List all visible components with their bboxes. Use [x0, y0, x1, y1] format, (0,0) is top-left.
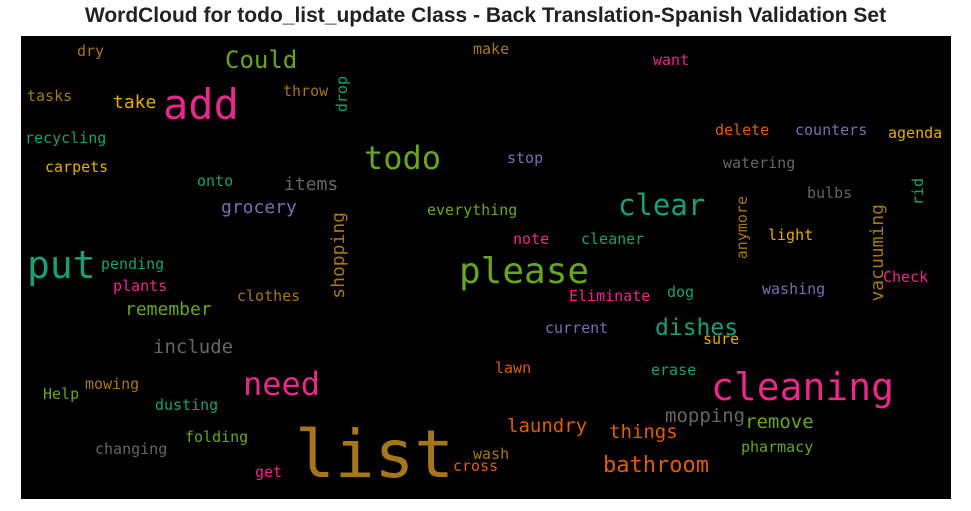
word-dry: dry	[77, 42, 105, 60]
word-recycling: recycling	[25, 129, 107, 147]
word-dusting: dusting	[155, 396, 219, 414]
word-remove: remove	[745, 411, 814, 433]
word-agenda: agenda	[888, 124, 943, 142]
word-could: Could	[225, 46, 298, 74]
word-everything: everything	[427, 201, 518, 219]
word-clear: clear	[618, 188, 706, 222]
word-lawn: lawn	[495, 359, 532, 377]
word-bulbs: bulbs	[807, 184, 853, 202]
word-plants: plants	[113, 277, 168, 295]
word-sure: sure	[703, 330, 740, 348]
word-stop: stop	[507, 149, 544, 167]
word-dog: dog	[667, 283, 695, 301]
word-current: current	[545, 319, 609, 337]
word-bathroom: bathroom	[603, 453, 709, 478]
word-list: list	[295, 416, 454, 493]
word-cleaning: cleaning	[711, 365, 895, 409]
word-vacuuming: vacuuming	[867, 204, 888, 302]
word-eliminate: Eliminate	[569, 287, 651, 305]
word-grocery: grocery	[221, 197, 297, 218]
word-items: items	[284, 174, 339, 195]
word-pending: pending	[101, 255, 165, 273]
word-shopping: shopping	[328, 212, 349, 299]
word-drop: drop	[333, 76, 351, 113]
word-make: make	[473, 40, 510, 58]
word-need: need	[243, 365, 321, 403]
word-watering: watering	[723, 154, 796, 172]
word-changing: changing	[95, 440, 168, 458]
word-cleaner: cleaner	[581, 230, 645, 248]
word-delete: delete	[715, 121, 770, 139]
word-erase: erase	[651, 361, 697, 379]
word-pharmacy: pharmacy	[741, 438, 814, 456]
word-counters: counters	[795, 121, 868, 139]
word-check: Check	[883, 268, 929, 286]
word-throw: throw	[283, 82, 329, 100]
word-include: include	[153, 336, 234, 358]
word-clothes: clothes	[237, 287, 301, 305]
word-onto: onto	[197, 172, 234, 190]
word-put: put	[27, 243, 96, 287]
word-light: light	[768, 226, 814, 244]
word-remember: remember	[125, 299, 212, 320]
word-wash: wash	[473, 445, 510, 463]
word-please: please	[459, 251, 590, 292]
word-dishes: dishes	[655, 315, 739, 341]
wordcloud-canvas: list cleaning please put add todo need clear bat…	[21, 36, 951, 499]
word-take: take	[113, 92, 157, 113]
word-folding: folding	[185, 428, 249, 446]
word-carpets: carpets	[45, 158, 109, 176]
word-rid: rid	[909, 178, 927, 206]
word-help: Help	[43, 385, 80, 403]
word-mopping: mopping	[665, 405, 746, 427]
word-tasks: tasks	[27, 87, 73, 105]
word-laundry: laundry	[507, 415, 588, 437]
word-cross: cross	[453, 457, 499, 475]
chart-title: WordCloud for todo_list_update Class - B…	[84, 4, 887, 27]
word-note: note	[513, 230, 550, 248]
word-anymore: anymore	[733, 196, 751, 260]
word-todo: todo	[364, 139, 442, 177]
word-washing: washing	[762, 280, 826, 298]
word-add: add	[163, 80, 239, 129]
word-want: want	[653, 51, 690, 69]
word-mowing: mowing	[85, 375, 140, 393]
word-things: things	[609, 421, 678, 443]
word-get: get	[255, 463, 283, 481]
